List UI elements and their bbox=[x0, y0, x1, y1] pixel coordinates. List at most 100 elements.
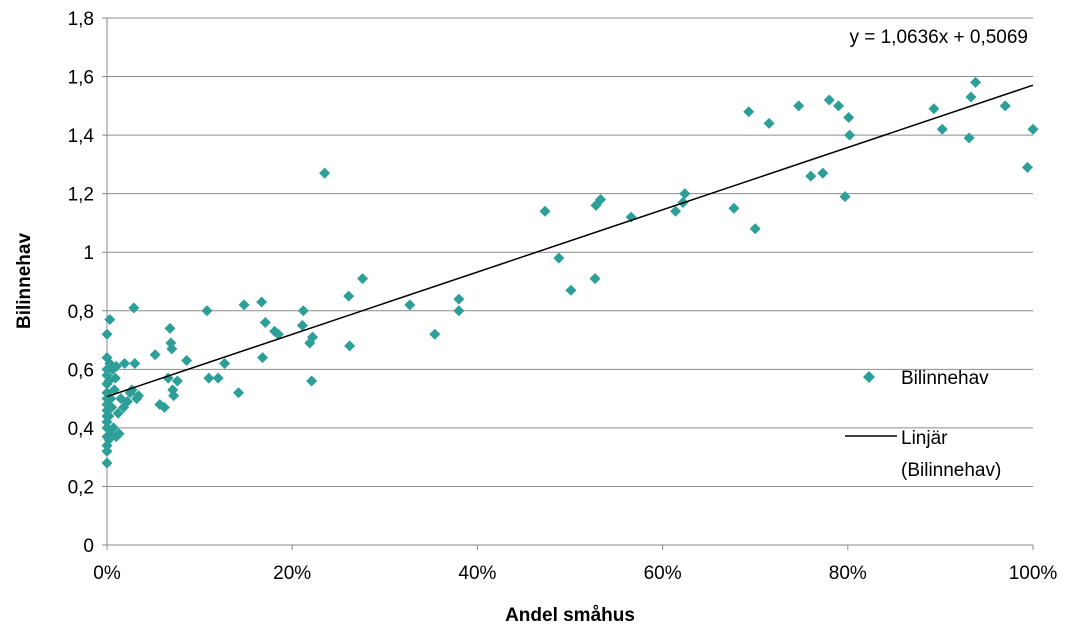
data-point bbox=[679, 188, 691, 200]
x-tick-label: 20% bbox=[273, 563, 311, 584]
data-point bbox=[833, 100, 845, 112]
y-axis-title: Bilinnehav bbox=[14, 233, 35, 330]
y-tick-label: 1,4 bbox=[68, 126, 95, 147]
y-tick-label: 1 bbox=[83, 243, 94, 264]
data-point bbox=[113, 428, 125, 440]
data-point bbox=[843, 112, 855, 124]
data-point bbox=[201, 305, 213, 317]
data-point bbox=[670, 205, 682, 217]
data-point bbox=[119, 357, 131, 369]
data-point bbox=[109, 372, 121, 384]
data-point bbox=[104, 314, 116, 326]
data-point bbox=[219, 357, 231, 369]
data-point bbox=[232, 387, 244, 399]
data-point bbox=[936, 123, 948, 135]
data-point bbox=[343, 290, 355, 302]
data-point bbox=[429, 328, 441, 340]
data-points bbox=[101, 76, 1039, 469]
data-point bbox=[112, 407, 124, 419]
data-point bbox=[272, 328, 284, 340]
data-point bbox=[1021, 161, 1033, 173]
data-point bbox=[539, 205, 551, 217]
data-point bbox=[297, 305, 309, 317]
axes bbox=[106, 18, 1033, 546]
data-point bbox=[839, 191, 851, 203]
data-point bbox=[553, 252, 565, 264]
data-point bbox=[168, 390, 180, 402]
data-point bbox=[965, 91, 977, 103]
trendline-group bbox=[106, 84, 1034, 398]
y-tick-label: 1,8 bbox=[68, 9, 94, 30]
data-point bbox=[256, 296, 268, 308]
gridlines bbox=[102, 17, 1033, 546]
data-point bbox=[743, 106, 755, 118]
data-point bbox=[763, 117, 775, 129]
trendline bbox=[106, 84, 1034, 398]
x-tick-label: 60% bbox=[644, 563, 682, 584]
y-tick-label: 0 bbox=[83, 536, 94, 557]
data-point bbox=[149, 349, 161, 361]
data-point bbox=[344, 340, 356, 352]
data-point bbox=[181, 355, 193, 367]
y-tick-label: 1,6 bbox=[68, 68, 94, 89]
data-point bbox=[728, 202, 740, 214]
data-point bbox=[589, 273, 601, 285]
data-point bbox=[158, 401, 170, 413]
data-point bbox=[595, 194, 607, 206]
data-point bbox=[565, 284, 577, 296]
legend-marker-diamond bbox=[863, 371, 875, 383]
data-point bbox=[166, 343, 178, 355]
data-point bbox=[793, 100, 805, 112]
data-point bbox=[103, 410, 115, 422]
legend: Bilinnehav Linjär (Bilinnehav) bbox=[845, 368, 1001, 481]
x-tick-label: 80% bbox=[829, 563, 867, 584]
trendline-equation: y = 1,0636x + 0,5069 bbox=[849, 27, 1028, 48]
data-point bbox=[171, 375, 183, 387]
data-point bbox=[107, 422, 119, 434]
data-point bbox=[357, 273, 369, 285]
data-point bbox=[928, 103, 940, 115]
legend-label-line-2: (Bilinnehav) bbox=[901, 460, 1001, 481]
data-point bbox=[306, 375, 318, 387]
y-tick-labels: 0 0,2 0,4 0,6 0,8 1 1,2 1,4 1,6 1,8 bbox=[68, 9, 95, 557]
x-tick-label: 0% bbox=[93, 563, 121, 584]
data-point bbox=[101, 457, 113, 469]
legend-label-scatter: Bilinnehav bbox=[901, 368, 989, 389]
data-point bbox=[817, 167, 829, 179]
data-point bbox=[1027, 123, 1039, 135]
y-tick-label: 1,2 bbox=[68, 185, 94, 206]
data-point bbox=[257, 352, 269, 364]
data-point bbox=[453, 293, 465, 305]
data-point bbox=[749, 223, 761, 235]
data-point bbox=[238, 299, 250, 311]
y-tick-label: 0,8 bbox=[68, 302, 94, 323]
y-tick-label: 0,6 bbox=[68, 360, 94, 381]
data-point bbox=[129, 357, 141, 369]
data-point bbox=[259, 316, 271, 328]
data-point bbox=[805, 170, 817, 182]
data-point bbox=[963, 132, 975, 144]
legend-label-line-1: Linjär bbox=[901, 428, 948, 449]
y-tick-label: 0,2 bbox=[68, 477, 94, 498]
data-point bbox=[132, 390, 144, 402]
data-point bbox=[101, 328, 113, 340]
y-tick-label: 0,4 bbox=[68, 419, 95, 440]
data-point bbox=[128, 302, 140, 314]
data-point bbox=[121, 396, 133, 408]
x-tick-label: 100% bbox=[1009, 563, 1058, 584]
data-point bbox=[212, 372, 224, 384]
data-point bbox=[106, 401, 118, 413]
data-point bbox=[453, 305, 465, 317]
x-tick-labels: 0% 20% 40% 60% 80% 100% bbox=[93, 545, 1057, 584]
data-point bbox=[844, 129, 856, 141]
data-point bbox=[319, 167, 331, 179]
data-point bbox=[101, 445, 113, 457]
data-point bbox=[307, 331, 319, 343]
x-tick-label: 40% bbox=[458, 563, 496, 584]
data-point bbox=[164, 322, 176, 334]
data-point bbox=[110, 360, 122, 372]
data-point bbox=[999, 100, 1011, 112]
data-point bbox=[203, 372, 215, 384]
x-axis-title: Andel småhus bbox=[505, 605, 635, 626]
